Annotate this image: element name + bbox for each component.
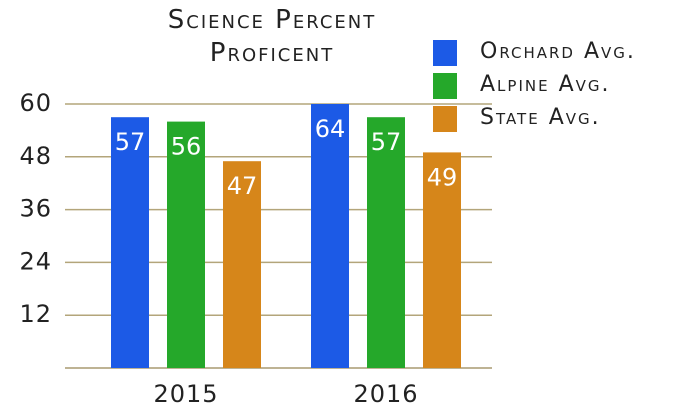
bar [367,117,405,368]
chart-title: Science Percent Proficent [167,5,377,68]
value-label: 64 [315,115,346,143]
legend-label: Alpine Avg. [480,72,611,97]
bar [223,161,261,368]
y-tick-label: 36 [19,195,52,223]
bar [311,104,349,368]
value-label: 57 [115,128,146,156]
value-label: 57 [371,128,402,156]
bar [423,152,461,368]
legend-swatch [433,40,457,66]
x-tick-label: 2016 [353,380,418,408]
bar [167,121,205,368]
bar [111,117,149,368]
y-tick-label: 24 [19,247,52,275]
legend-swatch [433,73,457,99]
y-tick-label: 12 [19,300,52,328]
value-label: 47 [227,172,258,200]
bars [111,104,461,368]
legend-label: State Avg. [480,105,601,130]
legend-swatch [433,106,457,132]
y-tick-label: 60 [19,89,52,117]
x-tick-label: 2015 [153,380,218,408]
value-label: 49 [427,163,458,191]
value-label: 56 [171,133,202,161]
y-tick-label: 48 [19,142,52,170]
legend-label: Orchard Avg. [480,39,636,64]
